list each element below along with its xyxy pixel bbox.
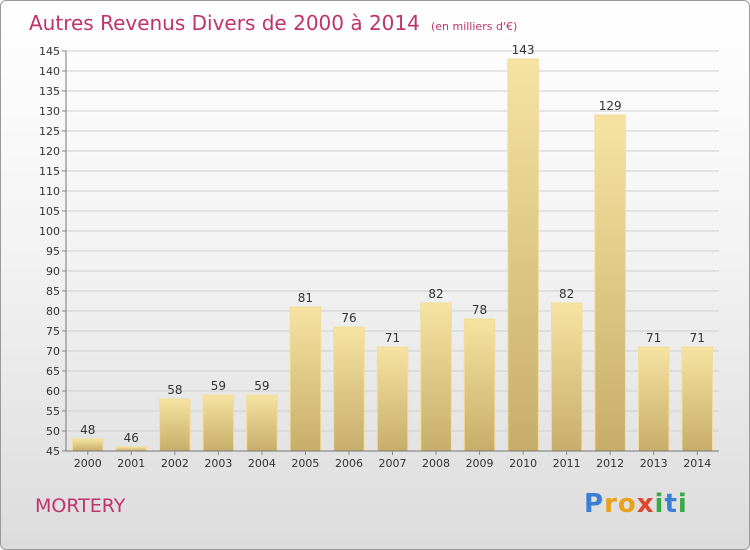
x-tick-label: 2013: [640, 457, 668, 470]
data-label: 143: [512, 43, 535, 57]
x-tick-label: 2006: [335, 457, 363, 470]
x-tick-label: 2008: [422, 457, 450, 470]
bar: [463, 318, 496, 452]
chart-unit-text: (en milliers d'€): [430, 20, 518, 33]
y-tick-label: 85: [46, 285, 60, 298]
bar: [115, 446, 148, 452]
y-tick-label: 90: [46, 265, 60, 278]
y-tick-label: 105: [39, 205, 60, 218]
y-tick-label: 45: [46, 445, 60, 458]
data-label: 71: [385, 331, 400, 345]
data-label: 59: [254, 379, 269, 393]
x-tick-label: 2009: [466, 457, 494, 470]
data-label: 58: [167, 383, 182, 397]
bar: [420, 302, 452, 452]
logo-letter: P: [584, 489, 605, 519]
place-name: MORTERY: [35, 495, 126, 517]
x-tick-label: 2005: [291, 457, 319, 470]
data-label: 82: [559, 287, 574, 301]
data-label: 129: [599, 99, 622, 113]
logo-letter: t: [664, 489, 678, 519]
bar: [638, 346, 670, 452]
y-tick-label: 80: [46, 305, 60, 318]
proxiti-logo: Proxiti: [584, 489, 688, 519]
bar: [202, 394, 235, 452]
x-tick-label: 2004: [248, 457, 276, 470]
data-label: 71: [646, 331, 661, 345]
x-tick-label: 2010: [509, 457, 537, 470]
y-tick-label: 60: [46, 385, 60, 398]
x-tick-label: 2014: [683, 457, 711, 470]
y-tick-label: 95: [46, 245, 60, 258]
bar: [550, 302, 583, 452]
bar: [507, 58, 539, 452]
bars: [72, 58, 713, 452]
bar: [376, 346, 409, 452]
chart-title: Autres Revenus Divers de 2000 à 2014 (en…: [29, 11, 517, 35]
y-tick-label: 120: [39, 145, 60, 158]
y-tick-label: 55: [46, 405, 60, 418]
x-tick-label: 2001: [117, 457, 145, 470]
y-tick-label: 75: [46, 325, 60, 338]
logo-letter: x: [636, 489, 655, 519]
y-tick-label: 125: [39, 125, 60, 138]
axes: [62, 50, 719, 455]
bar: [594, 114, 626, 452]
x-tick-label: 2011: [553, 457, 581, 470]
x-tick-label: 2003: [204, 457, 232, 470]
y-tick-label: 115: [39, 165, 60, 178]
logo-letter: i: [654, 489, 665, 519]
logo-letter: i: [677, 489, 688, 519]
labels: 45 50 55 60 65 70 75 80 85 90 95 100 105 110 115 120 125…: [39, 43, 711, 470]
chart-title-text: Autres Revenus Divers de 2000 à 2014: [29, 11, 420, 35]
bar: [681, 346, 713, 452]
logo-letter: o: [617, 489, 637, 519]
data-label: 78: [472, 303, 487, 317]
data-label: 59: [211, 379, 226, 393]
y-tick-label: 135: [39, 85, 60, 98]
y-tick-label: 50: [46, 425, 60, 438]
y-tick-label: 130: [39, 105, 60, 118]
data-label: 82: [428, 287, 443, 301]
bar: [289, 306, 322, 452]
y-tick-label: 70: [46, 345, 60, 358]
x-tick-label: 2000: [74, 457, 102, 470]
y-tick-label: 110: [39, 185, 60, 198]
y-tick-label: 145: [39, 45, 60, 58]
data-label: 46: [124, 431, 139, 445]
bar: [72, 438, 104, 452]
y-tick-label: 65: [46, 365, 60, 378]
data-label: 81: [298, 291, 313, 305]
y-tick-label: 140: [39, 65, 60, 78]
data-label: 71: [690, 331, 705, 345]
logo-letter: r: [604, 489, 618, 519]
y-tick-label: 100: [39, 225, 60, 238]
bar: [246, 394, 278, 452]
x-tick-label: 2007: [379, 457, 407, 470]
bar: [159, 398, 191, 452]
bar: [333, 326, 365, 452]
data-label: 76: [341, 311, 356, 325]
x-tick-label: 2002: [161, 457, 189, 470]
data-label: 48: [80, 423, 95, 437]
x-tick-label: 2012: [596, 457, 624, 470]
